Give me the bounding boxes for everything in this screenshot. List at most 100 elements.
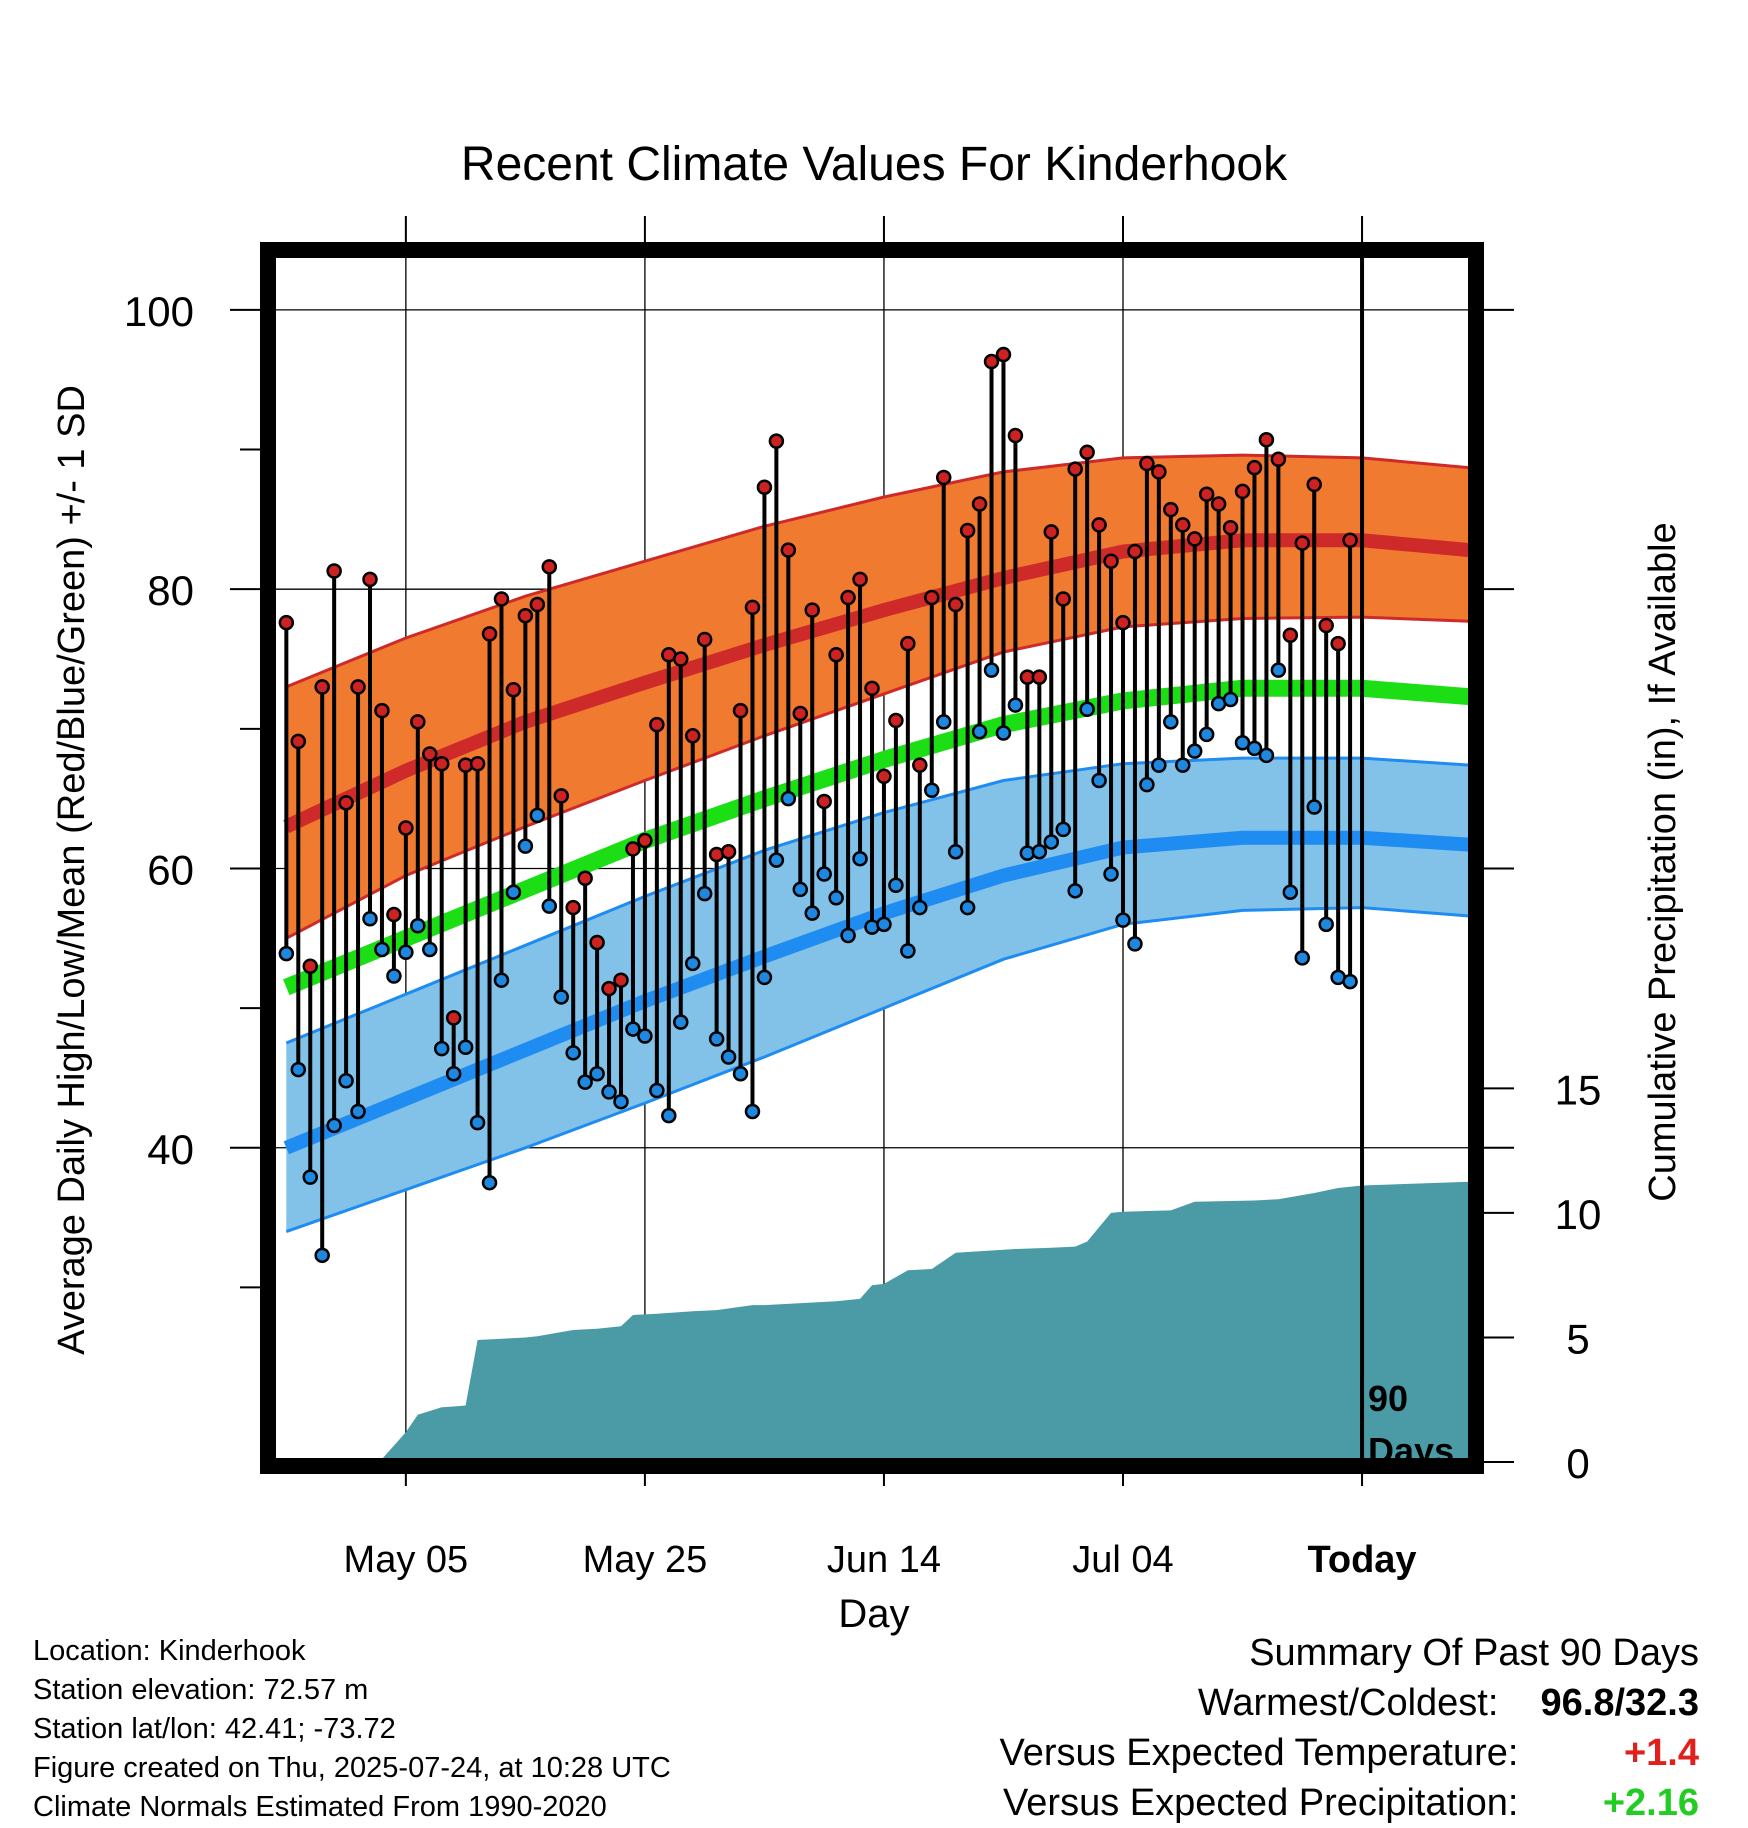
daily-low-point [1043,834,1060,850]
daily-high-point [302,958,318,974]
daily-high-point [756,479,773,495]
daily-high-point [947,596,964,613]
daily-low-point [529,807,546,824]
daily-high-point [374,702,390,719]
daily-low-point [601,1084,617,1100]
x-tick-label: Jul 04 [1072,1539,1173,1581]
daily-high-point [1067,461,1083,477]
daily-low-point [744,1103,761,1120]
daily-high-point [1282,627,1299,644]
daily-low-point [1079,701,1095,718]
daily-low-point [445,1066,462,1082]
daily-low-point [290,1061,307,1078]
daily-high-point [1031,669,1048,685]
precip-departure-value: +2.16 [1602,1782,1699,1824]
high-sd-band [286,455,1470,939]
daily-low-point [457,1039,474,1055]
daily-high-point [1306,476,1322,493]
daily-high-point [1258,431,1275,448]
normals-text: Climate Normals Estimated From 1990-2020 [33,1791,607,1823]
daily-low-point [326,1117,342,1134]
daily-low-point [481,1174,498,1191]
daily-low-point [362,910,378,927]
y2-tick-label: 0 [1566,1440,1589,1487]
daily-high-point [1139,455,1155,472]
y2-axis-label: Cumulative Precipitation (in), If Availa… [1642,522,1684,1201]
daily-high-point [1330,635,1346,652]
y-tick-label: 40 [147,1126,194,1173]
daily-low-point [410,917,426,934]
daily-high-point [290,733,307,750]
daily-high-point [577,870,593,886]
daily-low-point [780,790,797,807]
daily-low-point [1127,936,1143,952]
daily-low-point [732,1066,749,1082]
daily-low-point [493,972,510,988]
daily-low-point [900,943,916,959]
daily-low-point [888,877,904,893]
daily-high-point [684,728,701,744]
daily-low-point [708,1031,725,1047]
latlon-text: Station lat/lon: 42.41; -73.72 [33,1713,396,1745]
daily-high-point [1007,427,1024,444]
warmest-coldest-row: Warmest/Coldest: 96.8/32.3 [1000,1678,1699,1728]
location-text: Location: Kinderhook [33,1635,306,1667]
daily-high-point [445,1010,462,1026]
daily-high-point [852,571,868,588]
y-tick-label: 100 [124,288,194,335]
daily-high-point [601,980,617,997]
station-info: Location: Kinderhook Station elevation: … [33,1632,671,1827]
temp-departure-value: +1.4 [1623,1732,1699,1774]
daily-high-point [1198,486,1215,502]
daily-high-point [410,714,426,730]
y-tick-label: 80 [147,567,194,614]
daily-low-point [386,968,402,984]
daily-low-point [1294,950,1311,966]
daily-low-point [995,725,1012,741]
warmest-coldest-value: 96.8/32.3 [1540,1682,1699,1724]
daily-high-point [1055,591,1071,607]
daily-low-point [935,714,952,730]
daily-high-point [888,712,904,729]
daily-low-point [828,890,844,906]
daily-low-point [1031,843,1048,860]
daily-low-point [613,1093,629,1110]
plot-content [272,254,1472,1462]
daily-low-point [1091,772,1107,789]
daily-low-point [565,1045,581,1061]
daily-high-point [1222,519,1239,536]
daily-high-point [338,795,354,811]
daily-low-point [1234,735,1251,751]
daily-low-point [1282,884,1299,900]
daily-high-point [362,571,378,588]
daily-low-point [398,944,414,961]
daily-low-point [1246,740,1263,757]
daily-low-point [1318,916,1334,933]
daily-high-point [744,599,761,616]
daily-high-point [493,591,510,607]
daily-low-point [374,941,390,958]
y2-tick-label: 5 [1566,1315,1589,1362]
summary-title: Summary Of Past 90 Days [1249,1632,1699,1674]
daily-high-point [1234,483,1251,500]
cumulative-precip-area [286,1181,1470,1462]
daily-low-point [912,899,928,916]
daily-low-point [422,941,438,958]
y2-tick-label: 15 [1555,1066,1602,1113]
x-tick-label: Today [1307,1539,1416,1581]
daily-high-point [1210,496,1227,512]
daily-low-point [1270,662,1287,678]
daily-high-point [613,972,629,988]
x-axis-label: Day [838,1592,909,1636]
daily-low-point [684,955,701,972]
daily-high-point [720,843,737,860]
daily-high-point [637,832,653,849]
daily-low-point [876,916,892,933]
daily-low-point [649,1082,665,1099]
temp-departure-row: Versus Expected Temperature: +1.4 [1000,1728,1699,1778]
daily-high-point [768,433,785,449]
daily-low-point [589,1066,605,1082]
daily-high-point [553,788,569,804]
daily-high-point [732,702,749,719]
daily-high-point [517,607,534,624]
